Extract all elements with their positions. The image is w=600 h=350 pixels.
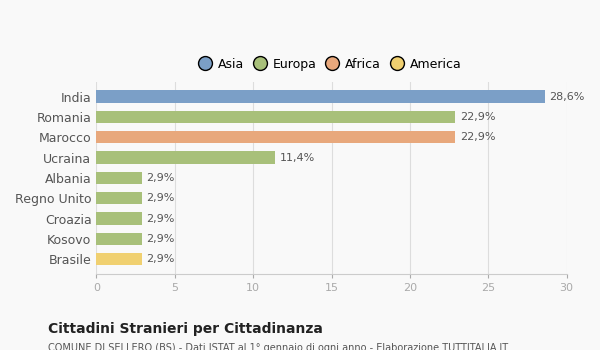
Bar bbox=[97, 172, 142, 184]
Bar bbox=[97, 212, 142, 225]
Bar bbox=[97, 91, 545, 103]
Text: 2,9%: 2,9% bbox=[146, 193, 175, 203]
Bar bbox=[97, 253, 142, 265]
Text: 11,4%: 11,4% bbox=[280, 153, 315, 162]
Text: 28,6%: 28,6% bbox=[550, 92, 585, 102]
Text: 2,9%: 2,9% bbox=[146, 173, 175, 183]
Text: 2,9%: 2,9% bbox=[146, 234, 175, 244]
Text: 2,9%: 2,9% bbox=[146, 254, 175, 264]
Text: Cittadini Stranieri per Cittadinanza: Cittadini Stranieri per Cittadinanza bbox=[48, 322, 323, 336]
Text: 22,9%: 22,9% bbox=[460, 132, 496, 142]
Bar bbox=[97, 233, 142, 245]
Legend: Asia, Europa, Africa, America: Asia, Europa, Africa, America bbox=[196, 54, 467, 76]
Bar bbox=[97, 131, 455, 143]
Text: COMUNE DI SELLERO (BS) - Dati ISTAT al 1° gennaio di ogni anno - Elaborazione TU: COMUNE DI SELLERO (BS) - Dati ISTAT al 1… bbox=[48, 343, 508, 350]
Bar bbox=[97, 192, 142, 204]
Bar bbox=[97, 152, 275, 164]
Text: 2,9%: 2,9% bbox=[146, 214, 175, 224]
Bar bbox=[97, 111, 455, 123]
Text: 22,9%: 22,9% bbox=[460, 112, 496, 122]
